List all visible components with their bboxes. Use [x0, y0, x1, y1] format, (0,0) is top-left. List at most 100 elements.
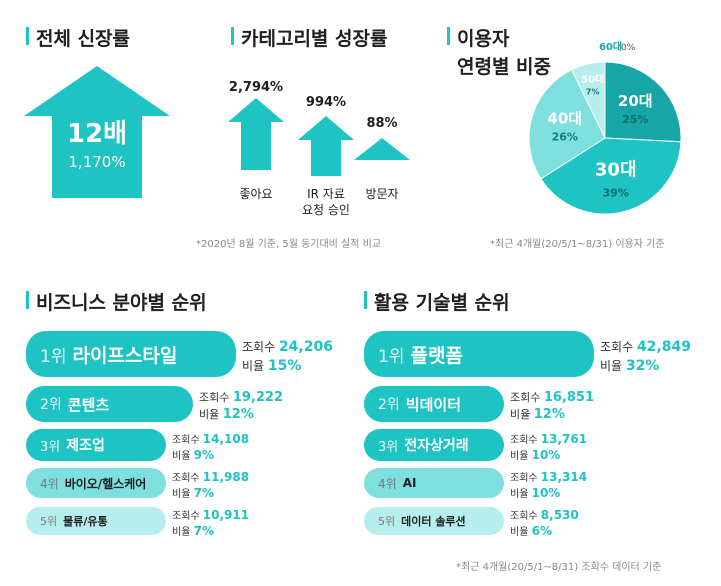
rank-bar-2: 2위 콘텐츠: [26, 386, 193, 422]
category-arrow-2: [298, 116, 354, 176]
rank-ratio: 비율 6%: [510, 523, 552, 538]
rank-name: 콘텐츠: [67, 395, 110, 414]
rank-stats: 조회수 14,108 비율 9%: [172, 432, 249, 463]
rank-bar-3: 3위 제조업: [26, 429, 166, 461]
pie-value-30대: 39%: [603, 186, 629, 199]
rank-bar-1: 1위 플랫폼: [364, 331, 594, 377]
category-arrow-3: [354, 138, 410, 160]
rank-number: 3위: [378, 439, 399, 455]
rank-stats: 조회수 13,761 비율 10%: [510, 432, 587, 463]
rank-views: 조회수 42,849: [600, 339, 691, 356]
rank-views: 조회수 10,911: [172, 508, 250, 522]
rank-bar-5: 5위 물류/유통: [26, 507, 166, 535]
category-label-2: IR 자료: [307, 187, 345, 201]
tech-title: 활용 기술별 순위: [374, 292, 510, 314]
rank-name: 플랫폼: [410, 344, 463, 367]
category-pct-3: 88%: [366, 116, 398, 131]
rank-number: 4위: [40, 476, 59, 491]
rank-stats: 조회수 42,849 비율 32%: [600, 338, 691, 374]
section-marker: [26, 291, 29, 309]
rank-views: 조회수 13,314: [510, 470, 588, 484]
category-arrows: [228, 98, 410, 176]
rank-number: 1위: [378, 346, 405, 367]
total-title: 전체 신장률: [36, 28, 131, 50]
rank-ratio: 비율 15%: [242, 357, 302, 374]
rank-bar-5: 5위 데이터 솔루션: [364, 507, 504, 535]
section-marker: [447, 27, 450, 45]
rank-name: 라이프스타일: [72, 344, 178, 367]
rank-stats: 조회수 8,530 비율 6%: [510, 508, 579, 539]
rank-stats: 조회수 10,911 비율 7%: [172, 508, 249, 539]
pie-value-60대: 0%: [621, 43, 636, 53]
category-label-2b: 요청 승인: [302, 203, 350, 217]
rank-views: 조회수 13,761: [510, 432, 588, 446]
rank-bar-4: 4위 AI: [364, 468, 504, 498]
rank-views: 조회수 19,222: [199, 389, 284, 405]
pie-label-40대: 40대: [547, 110, 582, 128]
category-pct-1: 2,794%: [228, 80, 284, 95]
rank-number: 5위: [40, 515, 58, 528]
category-note: *2020년 8월 기준, 5월 동기대비 실적 비교: [196, 239, 382, 250]
rank-number: 2위: [40, 397, 62, 413]
category-label-1: 좋아요: [239, 187, 273, 201]
rank-number: 3위: [40, 439, 61, 455]
tech-note: *최근 4개월(20/5/1~8/31) 조회수 데이터 기준: [456, 562, 662, 573]
rank-views: 조회수 16,851: [510, 389, 595, 405]
rank-bar-2: 2위 빅데이터: [364, 386, 504, 422]
rank-ratio: 비율 10%: [510, 485, 561, 500]
business-title: 비즈니스 분야별 순위: [36, 292, 207, 314]
pie-value-50대: 7%: [586, 88, 600, 97]
rank-bar-4: 4위 바이오/헬스케어: [26, 468, 166, 498]
section-marker: [26, 27, 29, 45]
age-note: *최근 4개월(20/5/1~8/31) 이용자 기준: [490, 239, 665, 250]
age-title-2: 연령별 비중: [457, 56, 552, 78]
pie-slice-40대: [528, 69, 606, 180]
pie-label-60대: 60대: [599, 40, 622, 53]
rank-views: 조회수 24,206: [242, 339, 333, 356]
rank-ratio: 비율 12%: [510, 406, 565, 422]
category-title: 카테고리별 성장률: [241, 28, 388, 50]
rank-stats: 조회수 19,222 비율 12%: [199, 390, 283, 424]
pie-value-40대: 26%: [552, 131, 578, 144]
pie-slice-50대: [571, 61, 606, 139]
category-arrow-1: [228, 98, 284, 170]
rank-name: 전자상거래: [404, 438, 469, 454]
rank-ratio: 비율 12%: [199, 406, 254, 422]
rank-stats: 조회수 11,988 비율 7%: [172, 470, 249, 501]
house-graphic: [24, 66, 170, 198]
rank-views: 조회수 8,530: [510, 508, 579, 522]
pie-label-50대: 50대: [581, 73, 604, 86]
category-label-3: 방문자: [365, 187, 399, 201]
rank-views: 조회수 11,988: [172, 470, 250, 484]
rank-ratio: 비율 7%: [172, 523, 214, 538]
rank-ratio: 비율 10%: [510, 447, 561, 462]
rank-stats: 조회수 24,206 비율 15%: [242, 338, 333, 374]
total-big: 12배: [66, 119, 128, 149]
rank-views: 조회수 14,108: [172, 432, 250, 446]
rank-number: 2위: [378, 397, 400, 413]
age-title-1: 이용자: [457, 28, 510, 50]
rank-number: 1위: [40, 346, 67, 367]
rank-name: 바이오/헬스케어: [64, 476, 147, 491]
rank-name: 물류/유통: [63, 515, 108, 528]
rank-ratio: 비율 32%: [600, 357, 660, 374]
category-pct-2: 994%: [305, 95, 347, 110]
pie-value-20대: 25%: [622, 113, 648, 126]
pie-label-30대: 30대: [595, 159, 637, 180]
rank-ratio: 비율 9%: [172, 447, 214, 462]
rank-bar-3: 3위 전자상거래: [364, 429, 504, 461]
rank-name: 데이터 솔루션: [401, 515, 466, 528]
section-marker: [364, 291, 367, 309]
rank-name: AI: [402, 476, 417, 490]
rank-name: 제조업: [66, 438, 105, 454]
rank-number: 4위: [378, 476, 397, 491]
total-pct: 1,170%: [68, 153, 126, 171]
pie-slice-20대: [604, 61, 682, 143]
pie-label-20대: 20대: [618, 92, 653, 110]
rank-stats: 조회수 16,851 비율 12%: [510, 390, 594, 424]
rank-ratio: 비율 7%: [172, 485, 214, 500]
rank-number: 5위: [378, 515, 396, 528]
rank-bar-1: 1위 라이프스타일: [26, 331, 236, 377]
rank-stats: 조회수 13,314 비율 10%: [510, 470, 587, 501]
